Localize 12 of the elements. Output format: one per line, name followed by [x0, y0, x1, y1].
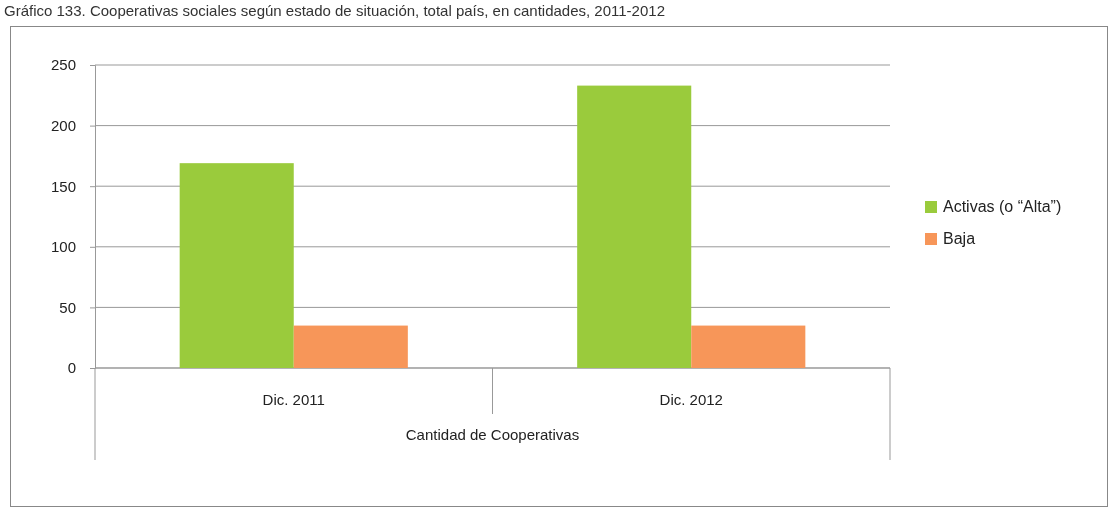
y-tick-label: 250 [50, 56, 76, 74]
legend-label: Activas (o “Alta”) [943, 198, 1062, 215]
y-tick-label: 200 [50, 116, 76, 134]
x-tick-label: Dic. 2012 [659, 391, 723, 408]
y-tick-label: 50 [59, 298, 76, 316]
chart-title: Gráfico 133. Cooperativas sociales según estado de situación, total país, en cantidades, 2011-2012 [4, 2, 665, 19]
y-tick-label: 100 [50, 238, 76, 256]
legend-label: Baja [943, 230, 976, 247]
y-tick-label: 0 [67, 359, 76, 377]
x-tick-label: Dic. 2011 [262, 391, 325, 408]
y-tick-label: 150 [50, 177, 76, 195]
x-axis-title: Cantidad de Cooperativas [405, 426, 580, 443]
